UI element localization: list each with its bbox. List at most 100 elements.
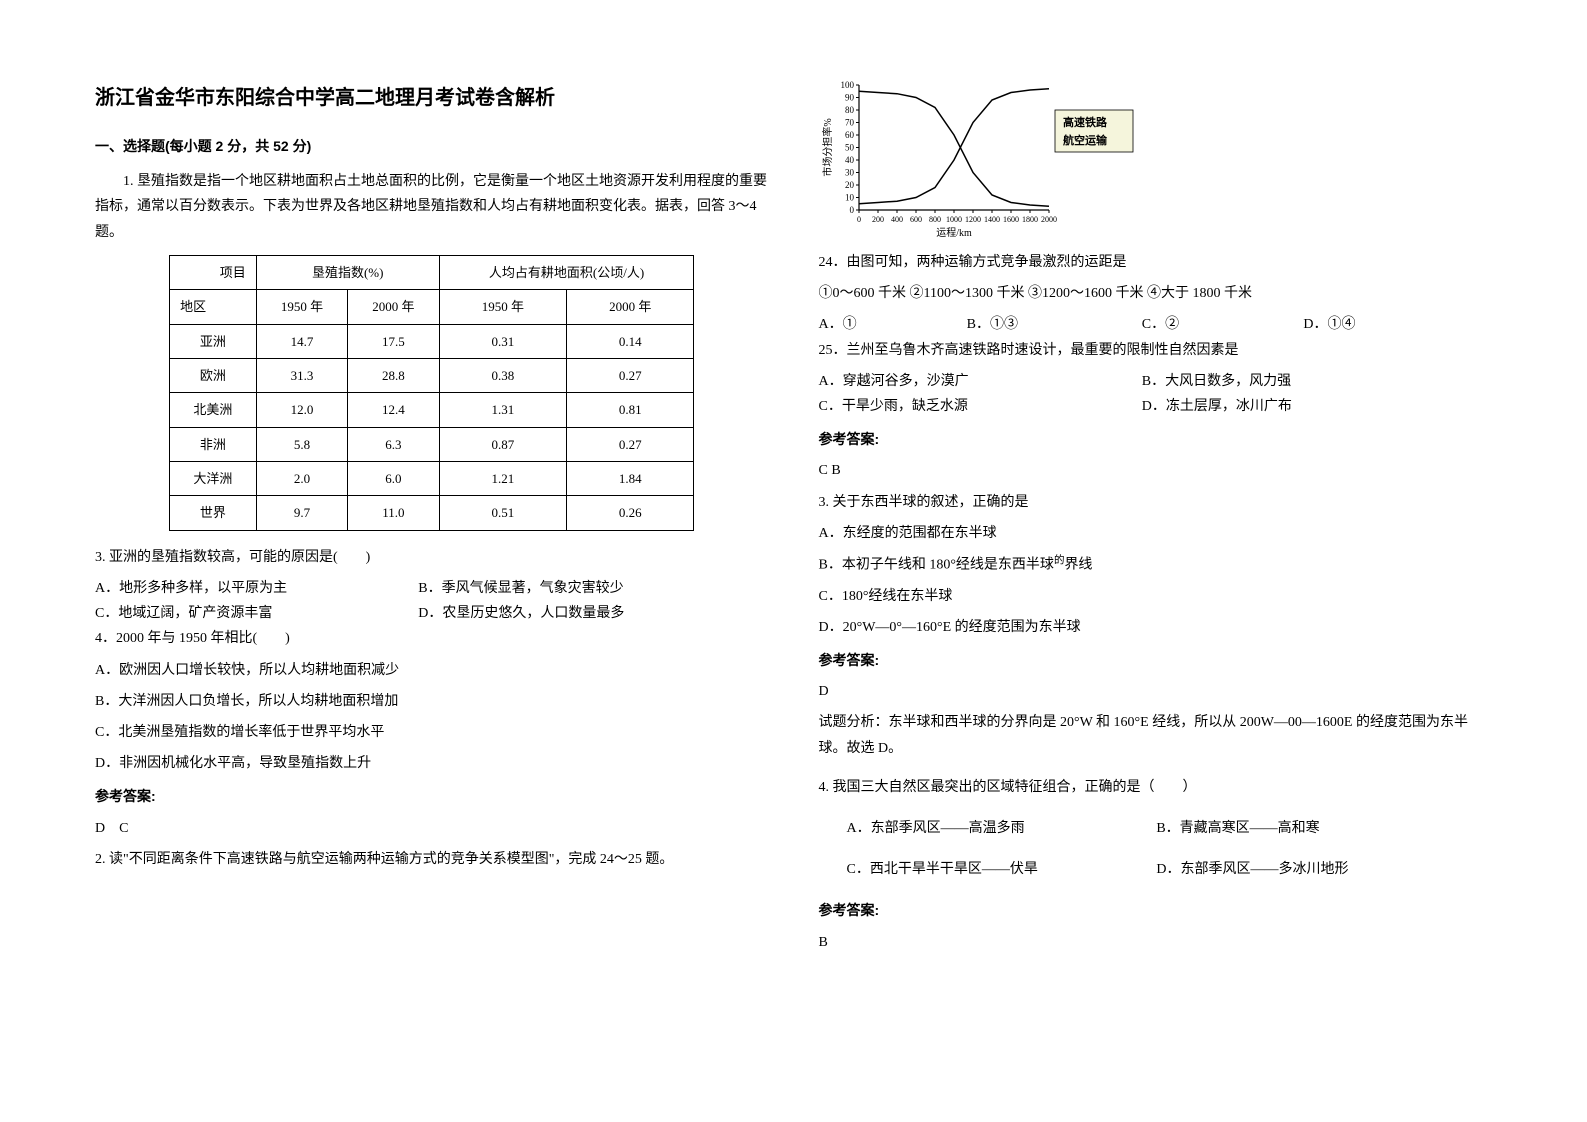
svg-text:0: 0 <box>857 215 861 224</box>
table-row: 欧洲31.328.80.380.27 <box>170 358 694 392</box>
svg-text:600: 600 <box>910 215 922 224</box>
svg-text:70: 70 <box>845 118 855 128</box>
q3-options-2: C．地域辽阔，矿产资源丰富 D．农垦历史悠久，人口数量最多 <box>95 601 769 626</box>
q25-options-2: C．干旱少雨，缺乏水源 D．冻土层厚，冰川广布 <box>819 394 1493 419</box>
q24-c2: ②1100～1300 千米 <box>910 286 1025 301</box>
right-column: 0102030405060708090100020040060080010001… <box>819 80 1493 1042</box>
q3b-analysis: 试题分析：东半球和西半球的分界向是 20°W 和 160°E 经线，所以从 20… <box>819 710 1493 760</box>
q3-options: A．地形多种多样，以平原为主 B．季风气候显著，气象灾害较少 <box>95 576 769 601</box>
q3b-b: B．本初子午线和 180°经线是东西半球的界线 <box>819 552 1493 578</box>
table-header-row: 项目 垦殖指数(%) 人均占有耕地面积(公顷/人) <box>170 255 694 289</box>
svg-text:1600: 1600 <box>1003 215 1019 224</box>
q24-b: B．①③ <box>967 312 1142 337</box>
svg-text:运程/km: 运程/km <box>936 227 972 239</box>
svg-text:100: 100 <box>840 80 854 90</box>
data-table: 项目 垦殖指数(%) 人均占有耕地面积(公顷/人) 地区 1950 年 2000… <box>169 255 694 531</box>
y1950-1: 1950 年 <box>256 290 347 324</box>
q4b-a: A．东部季风区——高温多雨 <box>847 816 1157 841</box>
q4-opt-c: C．北美洲垦殖指数的增长率低于世界平均水平 <box>95 720 769 745</box>
q3-stem: 3. 亚洲的垦殖指数较高，可能的原因是( ) <box>95 545 769 570</box>
q25-options-1: A．穿越河谷多，沙漠广 B．大风日数多，风力强 <box>819 369 1493 394</box>
svg-text:市场分担率%: 市场分担率% <box>821 118 834 176</box>
left-column: 浙江省金华市东阳综合中学高二地理月考试卷含解析 一、选择题(每小题 2 分，共 … <box>95 80 769 1042</box>
y1950-2: 1950 年 <box>439 290 566 324</box>
q4b-d: D．东部季风区——多冰川地形 <box>1156 857 1466 882</box>
col-kz: 垦殖指数(%) <box>256 255 439 289</box>
svg-text:80: 80 <box>845 105 855 115</box>
svg-text:60: 60 <box>845 130 855 140</box>
svg-text:1200: 1200 <box>965 215 981 224</box>
svg-text:800: 800 <box>929 215 941 224</box>
q1-ans-label: 参考答案: <box>95 784 769 809</box>
q24-stem: 24．由图可知，两种运输方式竞争最激烈的运距是 <box>819 250 1493 275</box>
q3b-ans: D <box>819 679 1493 704</box>
q4-opt-a: A．欧洲因人口增长较快，所以人均耕地面积减少 <box>95 658 769 683</box>
section-1-title: 一、选择题(每小题 2 分，共 52 分) <box>95 134 769 159</box>
q3b-stem: 3. 关于东西半球的叙述，正确的是 <box>819 490 1493 515</box>
svg-text:1800: 1800 <box>1022 215 1038 224</box>
table-row: 大洋洲2.06.01.211.84 <box>170 462 694 496</box>
q4b-ans-label: 参考答案: <box>819 898 1493 923</box>
q24-d: D．①④ <box>1303 312 1465 337</box>
y2000-1: 2000 年 <box>348 290 439 324</box>
q3b-c: C．180°经线在东半球 <box>819 584 1493 609</box>
q3-opt-d: D．农垦历史悠久，人口数量最多 <box>418 601 741 626</box>
q3-opt-b: B．季风气候显著，气象灾害较少 <box>418 576 741 601</box>
q4-stem: 4．2000 年与 1950 年相比( ) <box>95 626 769 651</box>
q4b-b: B．青藏高寒区——高和寒 <box>1156 816 1466 841</box>
svg-text:航空运输: 航空运输 <box>1063 133 1108 147</box>
q4b-row2: C．西北干旱半干旱区——伏旱 D．东部季风区——多冰川地形 <box>847 857 1493 882</box>
svg-text:30: 30 <box>845 168 855 178</box>
q3b-a: A．东经度的范围都在东半球 <box>819 521 1493 546</box>
table-row: 非洲5.86.30.870.27 <box>170 427 694 461</box>
q25-b: B．大风日数多，风力强 <box>1142 369 1465 394</box>
q24-a: A．① <box>819 312 967 337</box>
exam-title: 浙江省金华市东阳综合中学高二地理月考试卷含解析 <box>95 80 769 116</box>
q24-c3: ③1200～1600 千米 <box>1028 286 1144 301</box>
q4-opt-d: D．非洲因机械化水平高，导致垦殖指数上升 <box>95 751 769 776</box>
q4b-ans: B <box>819 930 1493 955</box>
svg-text:50: 50 <box>845 143 855 153</box>
svg-text:1000: 1000 <box>946 215 962 224</box>
q4b-row1: A．东部季风区——高温多雨 B．青藏高寒区——高和寒 <box>847 816 1493 841</box>
q24-c1: ①0～600 千米 <box>819 286 907 301</box>
svg-text:0: 0 <box>849 205 854 215</box>
q4b-stem: 4. 我国三大自然区最突出的区域特征组合，正确的是（ ） <box>819 775 1493 800</box>
svg-text:40: 40 <box>845 155 855 165</box>
table-header-row2: 地区 1950 年 2000 年 1950 年 2000 年 <box>170 290 694 324</box>
q4b-block: 4. 我国三大自然区最突出的区域特征组合，正确的是（ ） A．东部季风区——高温… <box>819 775 1493 955</box>
q1-ans: D C <box>95 816 769 841</box>
table-row: 世界9.711.00.510.26 <box>170 496 694 530</box>
table-row: 亚洲14.717.50.310.14 <box>170 324 694 358</box>
q25-ans-label: 参考答案: <box>819 427 1493 452</box>
q3b-ans-label: 参考答案: <box>819 648 1493 673</box>
svg-text:20: 20 <box>845 180 855 190</box>
q4b-c: C．西北干旱半干旱区——伏旱 <box>847 857 1157 882</box>
col-region: 地区 <box>170 290 257 324</box>
y2000-2: 2000 年 <box>567 290 694 324</box>
q24-options: A．① B．①③ C．② D．①④ <box>819 312 1493 337</box>
svg-text:2000: 2000 <box>1041 215 1057 224</box>
q25-c: C．干旱少雨，缺乏水源 <box>819 394 1142 419</box>
svg-text:90: 90 <box>845 93 855 103</box>
q24-c4: ④大于 1800 千米 <box>1147 286 1252 301</box>
q25-stem: 25．兰州至乌鲁木齐高速铁路时速设计，最重要的限制性自然因素是 <box>819 338 1493 363</box>
q3-opt-a: A．地形多种多样，以平原为主 <box>95 576 418 601</box>
col-rj: 人均占有耕地面积(公顷/人) <box>439 255 694 289</box>
q25-d: D．冻土层厚，冰川广布 <box>1142 394 1465 419</box>
q25-a: A．穿越河谷多，沙漠广 <box>819 369 1142 394</box>
svg-text:400: 400 <box>891 215 903 224</box>
q1-stem: 1. 垦殖指数是指一个地区耕地面积占土地总面积的比例，它是衡量一个地区土地资源开… <box>95 169 769 245</box>
q2-stem: 2. 读"不同距离条件下高速铁路与航空运输两种运输方式的竞争关系模型图"，完成 … <box>95 847 769 872</box>
svg-text:10: 10 <box>845 193 855 203</box>
q3-opt-c: C．地域辽阔，矿产资源丰富 <box>95 601 418 626</box>
q3b-d: D．20°W—0°—160°E 的经度范围为东半球 <box>819 615 1493 640</box>
q4-opt-b: B．大洋洲因人口负增长，所以人均耕地面积增加 <box>95 689 769 714</box>
transport-chart: 0102030405060708090100020040060080010001… <box>819 80 1139 240</box>
svg-text:高速铁路: 高速铁路 <box>1063 115 1108 129</box>
svg-text:1400: 1400 <box>984 215 1000 224</box>
col-item: 项目 <box>170 255 257 289</box>
table-row: 北美洲12.012.41.310.81 <box>170 393 694 427</box>
q25-ans: C B <box>819 458 1493 483</box>
svg-text:200: 200 <box>872 215 884 224</box>
